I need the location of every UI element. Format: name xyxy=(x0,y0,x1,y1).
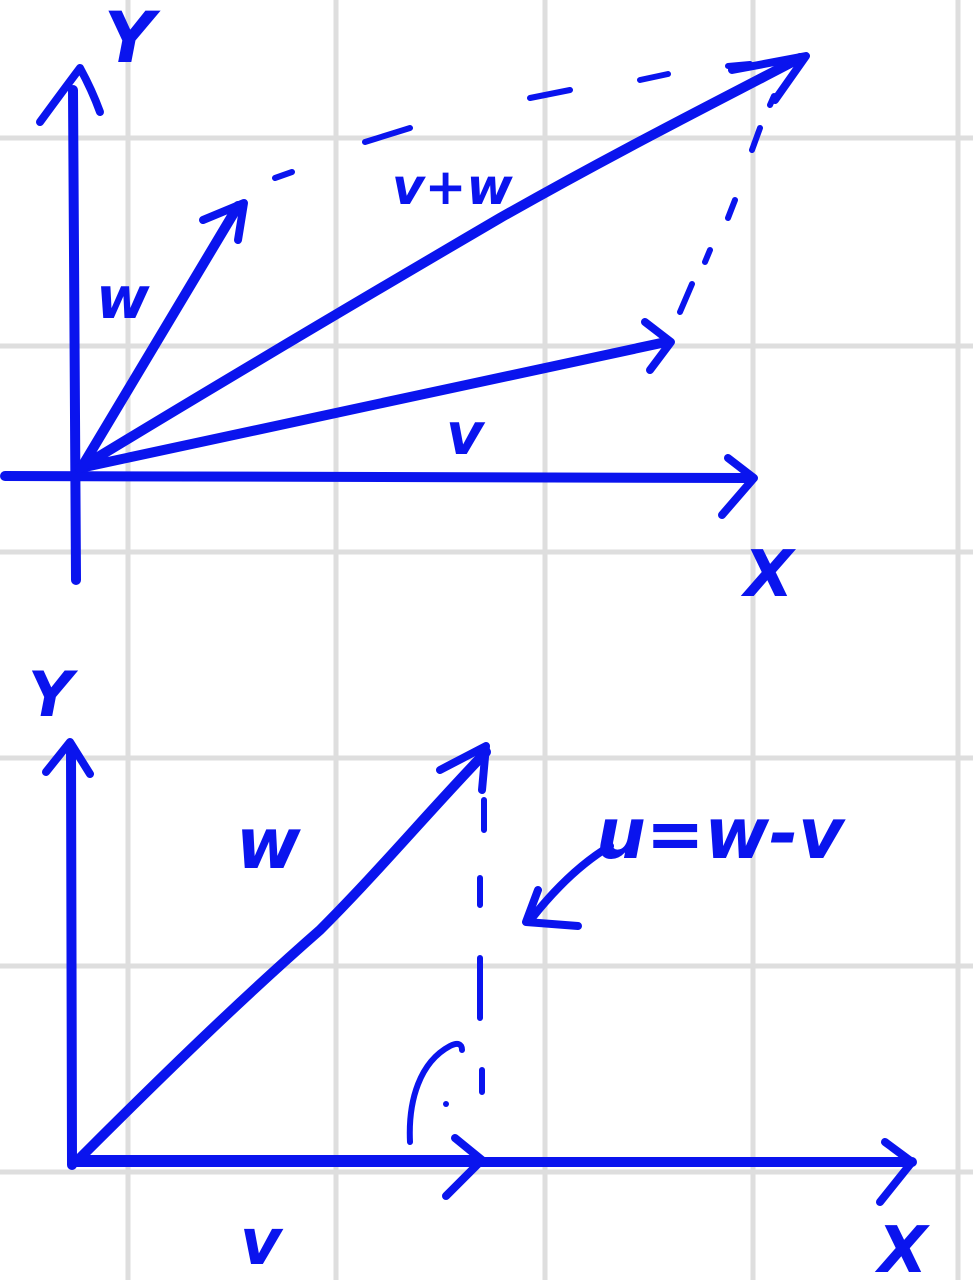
top-diagram xyxy=(0,52,810,585)
bottom-right-angle-dot xyxy=(443,1101,449,1107)
bottom-label-w: w xyxy=(236,803,301,885)
bottom-y-axis-arrowhead xyxy=(42,738,94,778)
top-dashed-from-v xyxy=(677,93,777,315)
top-vector-sum xyxy=(75,53,805,473)
top-vector-sum-arrowhead xyxy=(728,52,810,104)
top-label-w: w xyxy=(96,264,150,332)
top-vector-w-arrowhead xyxy=(199,199,248,244)
bottom-vector-w-arrowhead xyxy=(436,742,490,794)
bottom-label-x-axis: X xyxy=(874,1214,930,1280)
top-y-axis-arrowhead xyxy=(36,64,104,126)
top-label-y-axis: Y xyxy=(104,0,161,79)
top-dashed-from-w xyxy=(272,61,753,181)
bottom-dashed-perpendicular xyxy=(477,797,487,1095)
top-vector-v-arrowhead xyxy=(641,318,675,374)
top-label-x-axis: X xyxy=(740,538,796,612)
bottom-x-axis-arrowhead xyxy=(876,1138,916,1206)
top-y-axis xyxy=(68,85,81,585)
bottom-y-axis xyxy=(66,743,77,1170)
bottom-label-difference: u=w-v xyxy=(596,793,846,875)
bottom-right-angle-marker xyxy=(406,1040,465,1145)
bottom-label-y-axis: Y xyxy=(28,658,79,731)
top-label-sum: v+w xyxy=(392,158,513,216)
bottom-label-v: v xyxy=(240,1206,284,1280)
bottom-vector-w xyxy=(71,747,491,1167)
bottom-difference-pointer-arrowhead xyxy=(522,886,582,930)
top-vector-v xyxy=(75,337,671,473)
top-label-v: v xyxy=(446,400,486,468)
top-x-axis-arrowhead xyxy=(718,454,758,519)
top-x-axis xyxy=(0,471,750,483)
bottom-diagram xyxy=(42,738,917,1206)
top-vector-w xyxy=(75,201,243,475)
bottom-difference-pointer-arrow xyxy=(528,842,614,922)
bottom-vector-v-arrowhead xyxy=(442,1134,486,1200)
